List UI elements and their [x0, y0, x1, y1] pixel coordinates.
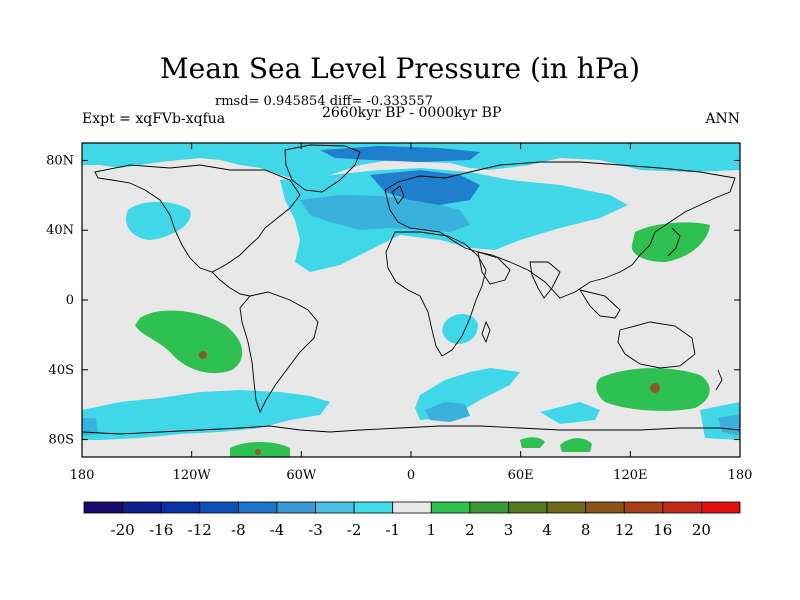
- anomaly-region-south-east: [540, 402, 600, 424]
- colorbar-swatch: [276, 501, 316, 514]
- colorbar-swatch: [469, 501, 509, 514]
- colorbar-label: -4: [270, 521, 285, 539]
- colorbar-swatch: [122, 501, 162, 514]
- coastline-central-america: [211, 271, 251, 297]
- colorbar-label: 2: [465, 521, 475, 539]
- colorbar-swatch: [315, 501, 355, 514]
- colorbar-swatch: [237, 501, 278, 514]
- coastline-new-zealand: [715, 369, 723, 391]
- anomaly-region-south-far-west-core: [82, 418, 98, 436]
- x-tick-label: 180: [70, 468, 95, 483]
- x-tick-label: 0: [407, 468, 415, 483]
- period-label: 2660kyr BP - 0000kyr BP: [322, 105, 502, 121]
- y-tick-label: 0: [66, 293, 74, 308]
- colorbar: [83, 501, 741, 514]
- colorbar-swatch: [353, 501, 394, 514]
- y-tick-label: 80S: [49, 433, 74, 448]
- colorbar-swatch: [508, 501, 548, 514]
- x-tick-label: 60E: [508, 468, 534, 483]
- coastline-southeast-asia: [579, 289, 621, 319]
- colorbar-label: -16: [149, 521, 173, 539]
- colorbar-swatch: [701, 501, 741, 514]
- colorbar-swatch: [199, 501, 239, 514]
- colorbar-label: -1: [385, 521, 400, 539]
- anomaly-region-africa: [442, 314, 478, 345]
- anomaly-region-southern-ocean-west: [82, 390, 330, 440]
- x-tick-label: 120E: [613, 468, 647, 483]
- coastlines: [81, 144, 741, 435]
- y-axis-labels: 80N 40N 0 40S 80S: [46, 153, 74, 447]
- colorbar-label: -2: [347, 521, 362, 539]
- colorbar-label: 16: [653, 521, 672, 539]
- colorbar-label: 4: [542, 521, 552, 539]
- coastline-india: [529, 261, 561, 299]
- x-axis-labels: 180 120W 60W 0 60E 120E 180: [70, 468, 753, 483]
- anomaly-region-antarctic-brown-1: [255, 449, 261, 455]
- colorbar-label: 12: [615, 521, 634, 539]
- coastline-eurasia: [384, 161, 736, 299]
- anomaly-region-europe-core: [370, 170, 480, 205]
- colorbar-label: 8: [581, 521, 591, 539]
- anomaly-region-southern-ocean-east-core: [425, 402, 470, 422]
- coastline-north-america: [94, 164, 301, 273]
- colorbar-swatch: [546, 501, 587, 514]
- colorbar-label: -12: [188, 521, 212, 539]
- colorbar-label: -8: [231, 521, 246, 539]
- colorbar-swatch: [585, 501, 625, 514]
- anomaly-region-pacific-north: [126, 201, 191, 240]
- x-tick-label: 60W: [286, 468, 317, 483]
- anomaly-region-north-pacific-high: [631, 222, 710, 262]
- anomaly-region-antarctic-green-1: [230, 442, 290, 457]
- colorbar-swatch: [392, 501, 432, 514]
- colorbar-label: 1: [427, 521, 437, 539]
- anomaly-region-polar-core: [320, 146, 480, 162]
- anomaly-region-arctic: [82, 143, 740, 180]
- anomaly-region-south-far-east-core: [718, 414, 740, 436]
- colorbar-label: -3: [308, 521, 323, 539]
- coastline-south-america: [239, 291, 319, 414]
- coastline-greenland: [284, 144, 361, 193]
- colorbar-label: 20: [692, 521, 711, 539]
- season-label: ANN: [705, 111, 740, 127]
- anomaly-region-antarctic-green-3: [520, 437, 545, 448]
- coastline-arabia: [477, 251, 511, 285]
- y-tick-label: 40S: [49, 363, 74, 378]
- map-frame: [81, 142, 741, 458]
- colorbar-swatch: [662, 501, 702, 514]
- anomaly-region-antarctic-green-2: [560, 438, 592, 452]
- map-title: Mean Sea Level Pressure (in hPa): [159, 52, 641, 85]
- coastline-antarctica: [81, 425, 741, 435]
- colorbar-swatch: [160, 501, 201, 514]
- colorbar-labels: -20 -16 -12 -8 -4 -3 -2 -1 1 2 3 4 8 12 16 20: [111, 521, 711, 539]
- experiment-label: Expt = xqFVb-xqfua: [82, 111, 226, 127]
- anomaly-region-south-pacific-high: [135, 310, 243, 374]
- anomaly-region-indian-ocean-high-core: [650, 383, 660, 393]
- map-body: [81, 142, 741, 458]
- coastline-africa: [385, 231, 487, 357]
- x-tick-label: 120W: [173, 468, 212, 483]
- coastline-uk: [391, 185, 405, 205]
- coastline-australia: [617, 321, 696, 369]
- colorbar-label: -20: [111, 521, 135, 539]
- anomaly-region-south-pacific-high-core: [199, 351, 207, 359]
- y-tick-label: 80N: [46, 153, 74, 168]
- anomaly-region-atlantic: [300, 195, 470, 232]
- colorbar-swatch: [430, 501, 471, 514]
- anomaly-field: [82, 143, 740, 457]
- x-tick-label: 180: [728, 468, 753, 483]
- colorbar-label: 3: [504, 521, 514, 539]
- coastline-japan: [667, 227, 681, 257]
- colorbar-swatch: [623, 501, 664, 514]
- y-tick-label: 40N: [46, 223, 74, 238]
- stats-label: rmsd= 0.945854 diff= -0.333557: [215, 94, 433, 109]
- coastline-madagascar: [481, 320, 491, 344]
- colorbar-swatch: [83, 501, 123, 514]
